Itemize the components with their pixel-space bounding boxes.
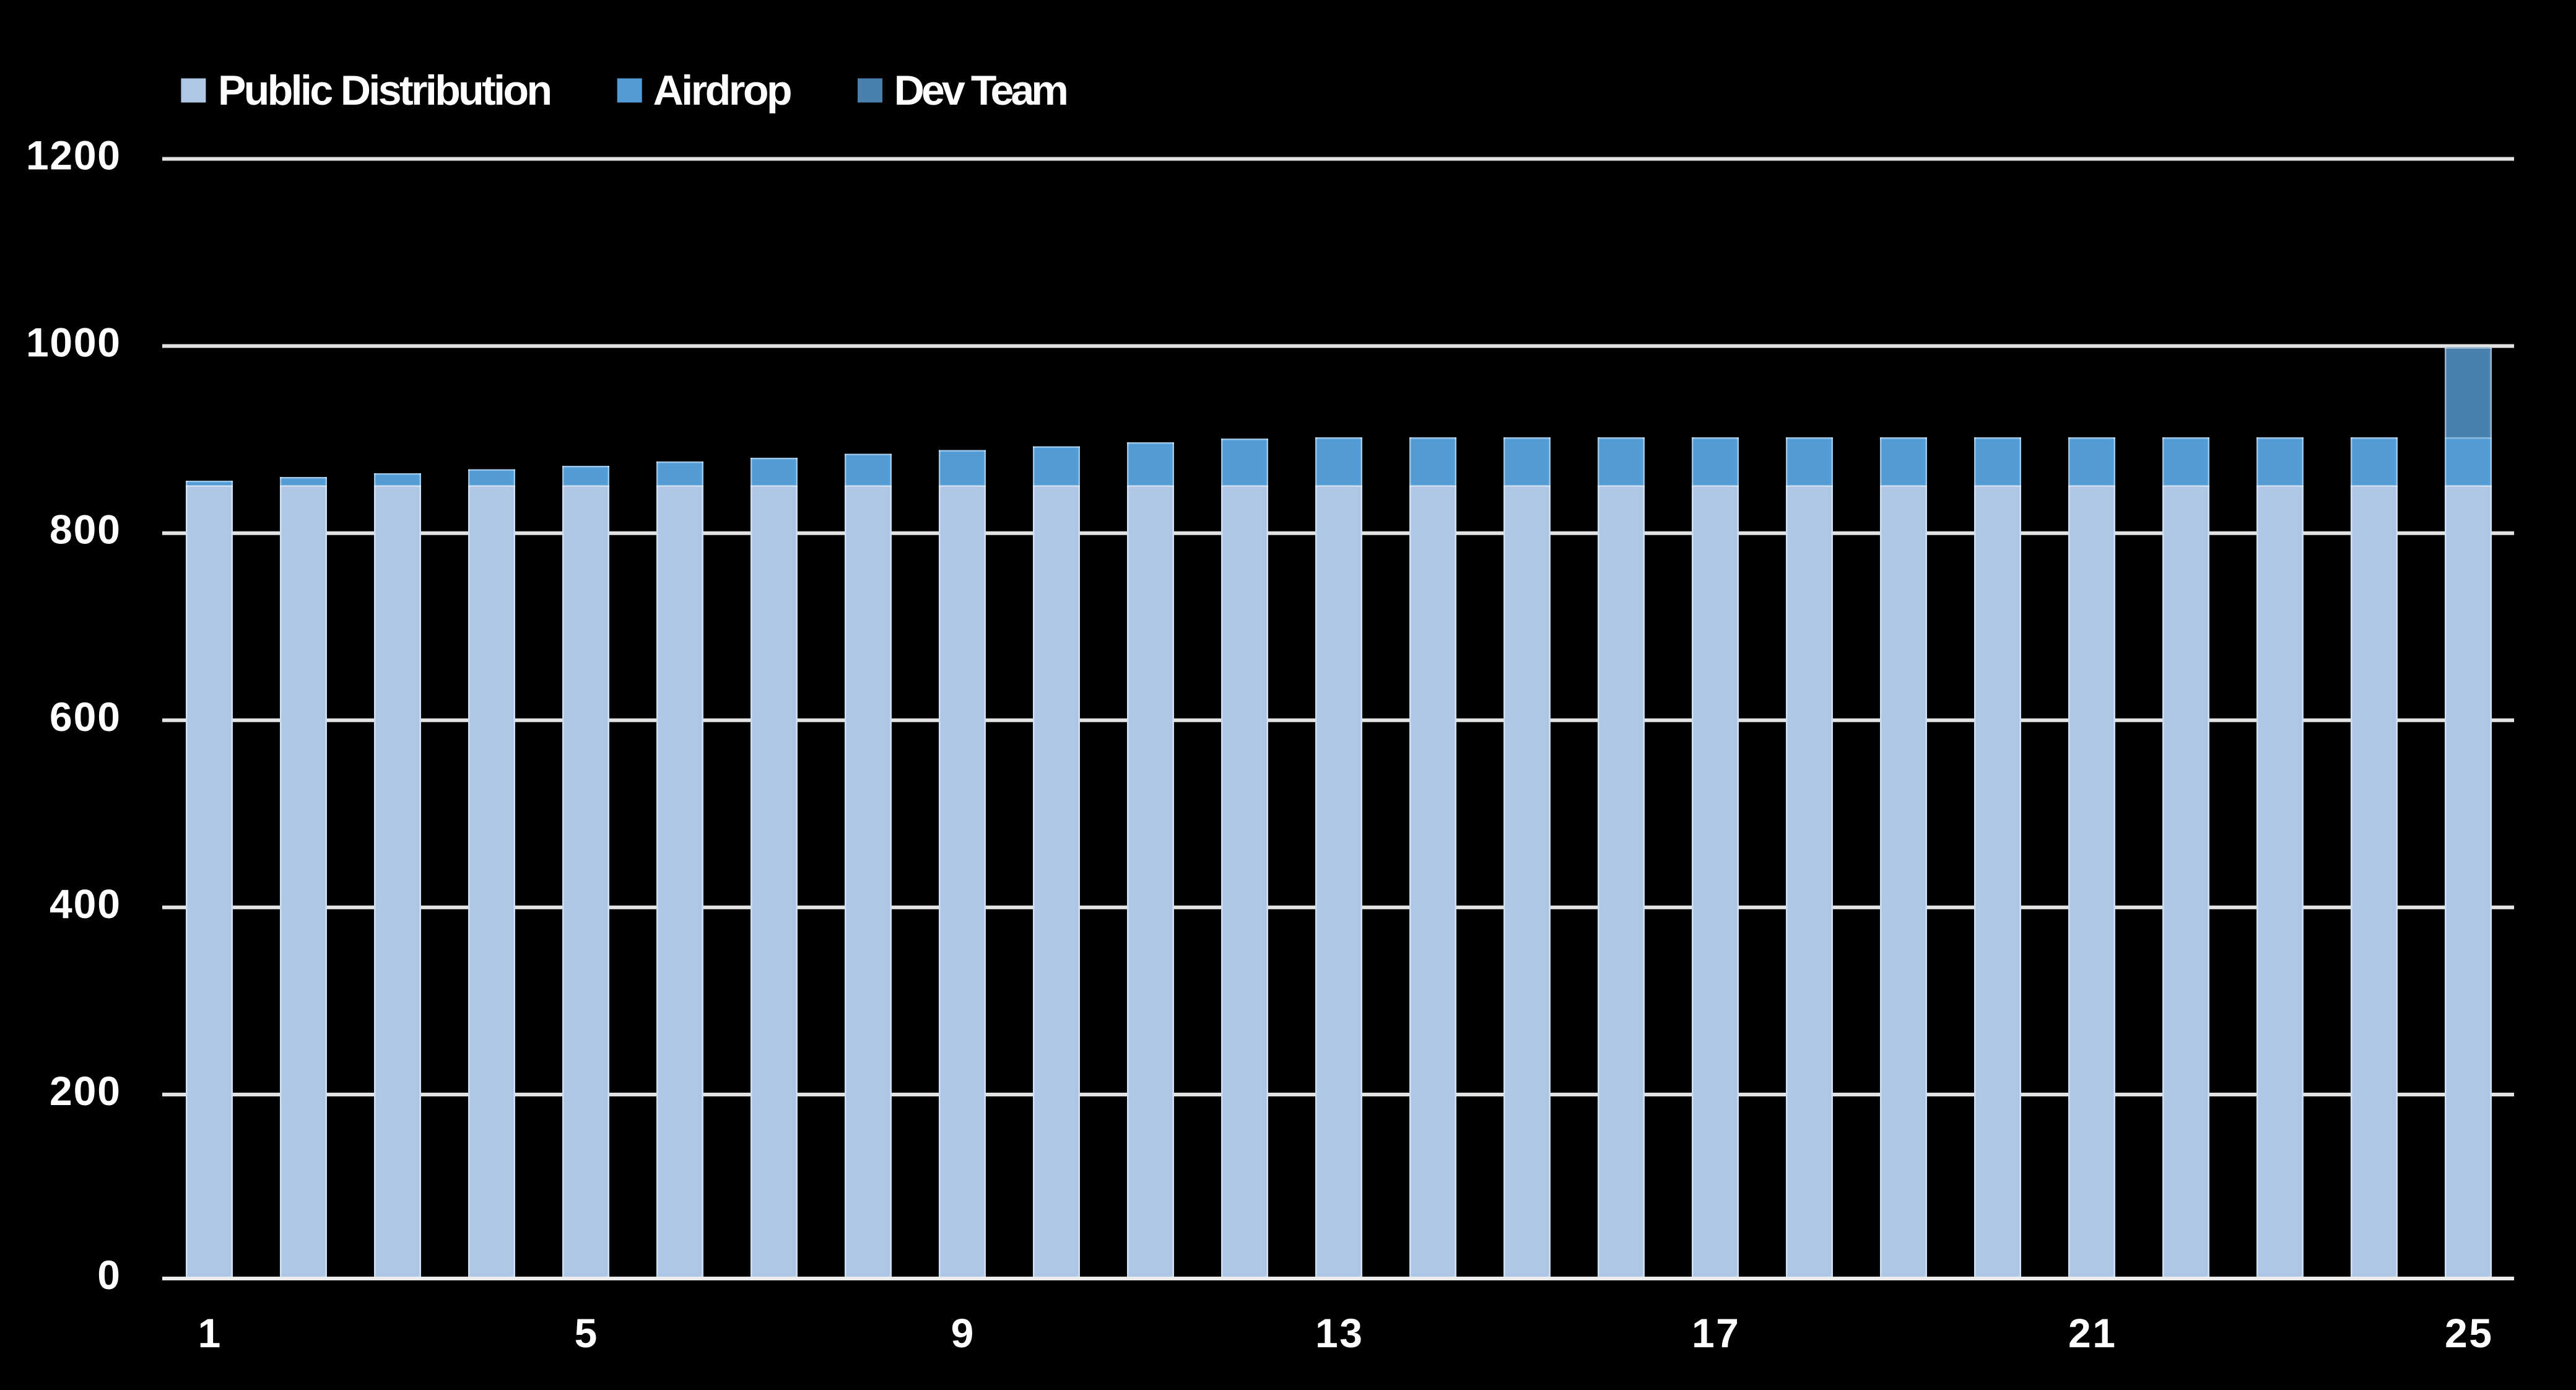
svg-text:5: 5 bbox=[575, 1310, 598, 1356]
svg-text:400: 400 bbox=[50, 881, 120, 927]
svg-text:0: 0 bbox=[97, 1252, 120, 1298]
svg-text:600: 600 bbox=[50, 694, 120, 740]
svg-text:Public Distribution: Public Distribution bbox=[218, 67, 552, 114]
svg-text:Dev Team: Dev Team bbox=[894, 67, 1069, 114]
svg-text:Airdrop: Airdrop bbox=[653, 67, 793, 114]
svg-text:1200: 1200 bbox=[26, 133, 120, 178]
svg-text:200: 200 bbox=[50, 1068, 120, 1114]
svg-text:1: 1 bbox=[198, 1310, 221, 1356]
svg-text:1000: 1000 bbox=[26, 320, 120, 365]
svg-text:800: 800 bbox=[50, 507, 120, 553]
svg-text:9: 9 bbox=[951, 1310, 974, 1356]
